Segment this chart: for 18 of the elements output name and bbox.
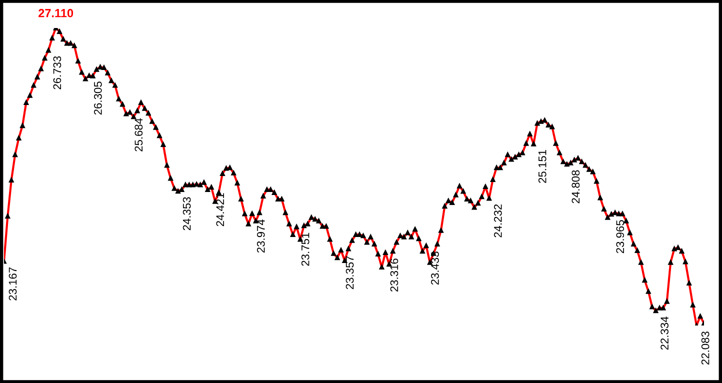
- data-label: 23.433: [431, 252, 439, 285]
- data-label: 24.808: [572, 170, 580, 204]
- data-label: 26.733: [53, 56, 62, 90]
- data-label: 23.965: [616, 220, 624, 254]
- data-label: 25.684: [134, 118, 143, 152]
- data-label: 23.357: [346, 256, 354, 290]
- data-label: 23.316: [390, 258, 398, 292]
- data-label: 23.751: [301, 232, 310, 266]
- data-label: 24.353: [182, 197, 191, 230]
- data-label: 27.110: [38, 8, 74, 18]
- data-label: 26.305: [94, 82, 102, 115]
- data-label: 22.083: [701, 332, 710, 365]
- data-label: 24.421: [216, 193, 224, 226]
- data-label: 24.232: [494, 204, 502, 238]
- data-label: 23.167: [8, 267, 17, 300]
- data-label: 25.151: [538, 150, 546, 183]
- data-label: 23.974: [256, 219, 265, 253]
- data-label: 22.334: [660, 316, 669, 350]
